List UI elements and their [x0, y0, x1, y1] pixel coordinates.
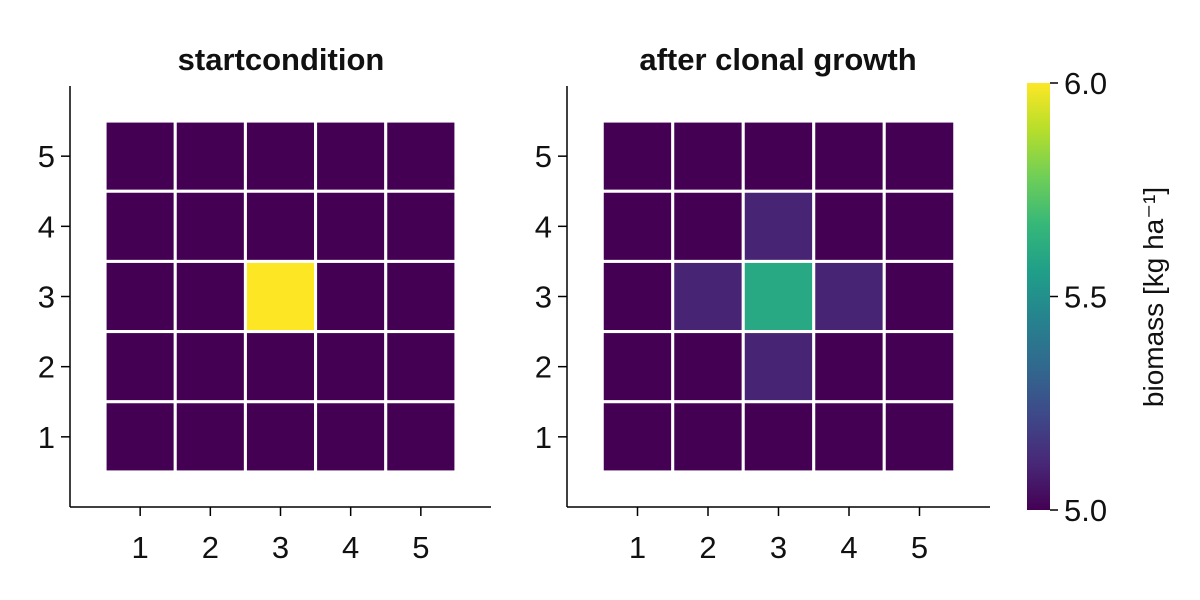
heatmap-cell — [103, 259, 177, 334]
heatmap-cell — [671, 259, 745, 334]
heatmap-cells — [600, 119, 957, 474]
colorbar: 5.0 5.5 6.0 biomass [kg ha⁻¹] — [1027, 66, 1169, 528]
y-tick-label: 2 — [38, 350, 55, 385]
x-tick-label: 5 — [412, 530, 429, 565]
heatmap-cell — [384, 330, 458, 404]
x-tick-label: 3 — [272, 530, 289, 565]
heatmap-cell — [882, 189, 957, 263]
heatmap-cells — [103, 119, 458, 474]
heatmap-cell — [600, 400, 675, 474]
x-tick-label: 2 — [699, 530, 716, 565]
heatmap-cell — [812, 119, 886, 193]
x-tick-label: 4 — [342, 530, 359, 565]
y-tick-label: 4 — [38, 209, 55, 244]
heatmap-cell — [600, 259, 675, 334]
heatmap-cell — [243, 330, 318, 404]
x-tick-label: 2 — [202, 530, 219, 565]
heatmap-cell — [812, 330, 886, 404]
y-tick-label: 1 — [535, 420, 552, 455]
heatmap-cell — [103, 119, 177, 193]
heatmap-cell — [173, 119, 247, 193]
heatmap-cell — [314, 259, 388, 334]
heatmap-cell — [103, 189, 177, 263]
heatmap-cell — [314, 119, 388, 193]
heatmap-cell — [812, 259, 886, 334]
heatmap-cell — [173, 259, 247, 334]
heatmap-cell — [741, 189, 816, 263]
heatmap-cell — [741, 119, 816, 193]
heatmap-cell — [103, 400, 177, 474]
heatmap-cell — [600, 189, 675, 263]
heatmap-cell — [600, 330, 675, 404]
heatmap-cell — [173, 400, 247, 474]
colorbar-label: biomass [kg ha⁻¹] — [1138, 187, 1169, 407]
heatmap-cell — [173, 189, 247, 263]
x-tick-label: 5 — [911, 530, 928, 565]
y-tick-label: 1 — [38, 420, 55, 455]
heatmap-cell — [671, 400, 745, 474]
y-tick-label: 2 — [535, 350, 552, 385]
heatmap-cell — [741, 330, 816, 404]
heatmap-cell — [173, 330, 247, 404]
y-tick-label: 3 — [38, 280, 55, 315]
colorbar-ticks: 5.0 5.5 6.0 — [1050, 66, 1107, 528]
heatmap-cell — [384, 119, 458, 193]
heatmap-cell — [671, 330, 745, 404]
heatmap-cell — [314, 189, 388, 263]
heatmap-cell — [384, 259, 458, 334]
heatmap-cell — [812, 189, 886, 263]
heatmap-cell — [882, 259, 957, 334]
colorbar-gradient — [1027, 83, 1050, 510]
axes: 1 2 3 4 5 1 2 3 4 5 — [535, 86, 990, 565]
heatmap-cell — [741, 259, 816, 334]
heatmap-cell — [882, 330, 957, 404]
heatmap-cell — [314, 400, 388, 474]
panel-title: after clonal growth — [639, 42, 916, 77]
heatmap-cell — [671, 189, 745, 263]
heatmap-cell — [243, 189, 318, 263]
x-tick-label: 1 — [629, 530, 646, 565]
y-tick-label: 3 — [535, 280, 552, 315]
panel-title: startcondition — [178, 42, 385, 77]
axes: 1 2 3 4 5 1 2 3 4 5 — [38, 86, 491, 565]
heatmap-cell — [741, 400, 816, 474]
heatmap-cell — [384, 189, 458, 263]
heatmap-cell — [103, 330, 177, 404]
heatmap-cell — [314, 330, 388, 404]
colorbar-tick-label: 5.5 — [1064, 280, 1107, 315]
heatmap-cell — [243, 400, 318, 474]
heatmap-panel-startcondition: startcondition 1 2 3 4 5 1 2 3 4 5 — [38, 42, 491, 565]
heatmap-cell — [600, 119, 675, 193]
x-tick-label: 4 — [840, 530, 857, 565]
heatmap-cell — [243, 259, 318, 334]
y-tick-label: 5 — [535, 139, 552, 174]
heatmap-cell — [384, 400, 458, 474]
heatmap-cell — [243, 119, 318, 193]
heatmap-cell — [882, 400, 957, 474]
heatmap-panel-after-clonal-growth: after clonal growth 1 2 3 4 5 1 2 3 4 5 — [535, 42, 990, 565]
x-tick-label: 1 — [132, 530, 149, 565]
y-tick-label: 4 — [535, 209, 552, 244]
x-tick-label: 3 — [770, 530, 787, 565]
colorbar-tick-label: 5.0 — [1064, 493, 1107, 528]
heatmap-cell — [882, 119, 957, 193]
heatmap-cell — [812, 400, 886, 474]
heatmap-cell — [671, 119, 745, 193]
colorbar-tick-label: 6.0 — [1064, 66, 1107, 101]
y-tick-label: 5 — [38, 139, 55, 174]
